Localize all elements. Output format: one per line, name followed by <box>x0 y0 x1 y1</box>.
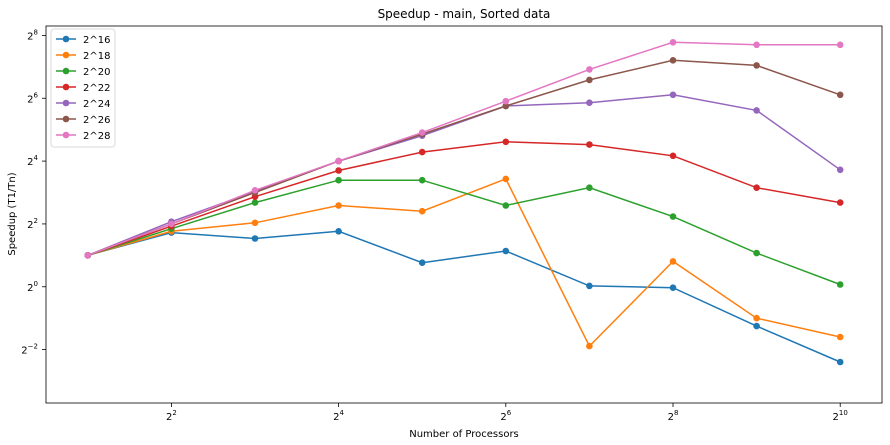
data-point <box>669 284 677 292</box>
data-point <box>251 219 259 227</box>
y-tick-label: 20 <box>27 280 38 294</box>
data-point <box>753 41 760 49</box>
y-tick-label: 28 <box>27 28 38 42</box>
legend-swatch-marker <box>62 83 70 91</box>
data-point <box>586 99 593 106</box>
data-point <box>669 91 677 99</box>
data-point <box>251 235 259 242</box>
series-0 <box>84 228 844 366</box>
series-6 <box>84 39 844 259</box>
data-point <box>836 166 844 174</box>
series-line <box>87 59 841 257</box>
chart-title: Speedup - main, Sorted data <box>378 7 551 21</box>
data-point <box>418 259 426 267</box>
data-point <box>586 282 593 290</box>
data-point <box>251 199 259 206</box>
series-line <box>87 94 841 256</box>
legend-label: 2^18 <box>83 51 110 62</box>
data-point <box>251 187 259 194</box>
data-point <box>502 97 510 105</box>
legend-item: 2^24 <box>56 99 110 110</box>
data-point <box>836 199 844 206</box>
data-point <box>836 91 844 99</box>
legend-swatch-marker <box>62 99 70 107</box>
data-point <box>335 167 342 174</box>
data-point <box>669 57 677 64</box>
legend-label: 2^28 <box>83 131 110 142</box>
series-2 <box>84 176 844 288</box>
legend-label: 2^16 <box>83 35 110 46</box>
series-1 <box>84 175 844 350</box>
data-point <box>586 141 593 148</box>
y-tick-label: 24 <box>27 154 38 168</box>
data-point <box>335 228 342 235</box>
x-axis-label: Number of Processors <box>409 429 519 440</box>
series-line <box>87 177 841 348</box>
x-tick-label: 26 <box>500 409 511 423</box>
data-point <box>836 358 844 366</box>
data-point <box>753 322 760 330</box>
data-point <box>836 333 844 341</box>
plot-frame <box>45 25 883 404</box>
data-point <box>502 247 510 255</box>
data-point <box>586 342 593 350</box>
series-line <box>87 179 841 286</box>
data-point <box>586 184 593 191</box>
data-point <box>502 102 510 110</box>
data-point <box>418 176 426 184</box>
data-point <box>586 66 593 73</box>
data-point <box>502 175 510 183</box>
x-tick-label: 22 <box>166 409 177 423</box>
series-line <box>87 41 841 257</box>
legend: 2^16 2^18 2^20 2^22 2^24 2^26 2^28 <box>50 28 116 148</box>
data-point <box>753 249 760 257</box>
y-tick-label: 22 <box>27 217 38 231</box>
data-point <box>669 213 677 220</box>
data-point <box>335 202 342 209</box>
legend-swatch-marker <box>62 131 70 139</box>
legend-swatch-marker <box>62 51 70 59</box>
data-point <box>753 107 760 114</box>
legend-swatch-marker <box>62 35 70 43</box>
data-point <box>836 281 844 288</box>
y-tick-label: 26 <box>27 91 38 105</box>
data-point <box>418 129 426 136</box>
x-tick-label: 210 <box>833 409 848 423</box>
data-point <box>502 138 510 146</box>
legend-item: 2^22 <box>56 83 110 94</box>
data-point <box>753 314 760 322</box>
legend-item: 2^16 <box>56 35 110 46</box>
legend-label: 2^20 <box>83 67 110 78</box>
data-point <box>669 258 677 265</box>
data-point <box>418 148 426 156</box>
legend-item: 2^20 <box>56 67 110 78</box>
legend-item: 2^28 <box>56 131 110 142</box>
data-point <box>669 39 677 46</box>
data-point <box>335 176 342 184</box>
data-point <box>669 152 677 160</box>
data-point <box>753 62 760 69</box>
legend-label: 2^26 <box>83 115 110 126</box>
data-point <box>836 41 844 49</box>
legend-label: 2^22 <box>83 83 110 94</box>
legend-label: 2^24 <box>83 99 110 110</box>
series-line <box>87 141 841 257</box>
data-point <box>84 252 92 259</box>
data-point <box>502 202 510 209</box>
legend-item: 2^26 <box>56 115 110 126</box>
y-tick-label: 2−2 <box>21 343 38 357</box>
y-axis-label: Speedup (T1/Tn) <box>7 172 18 255</box>
data-point <box>335 157 342 165</box>
data-point <box>586 76 593 84</box>
legend-item: 2^18 <box>56 51 110 62</box>
x-tick-label: 24 <box>333 409 344 423</box>
legend-swatch-marker <box>62 115 70 123</box>
data-point <box>168 220 175 228</box>
x-tick-label: 28 <box>668 409 679 423</box>
data-point <box>418 207 426 215</box>
data-point <box>753 184 760 191</box>
series-line <box>87 230 841 363</box>
legend-swatch-marker <box>62 67 70 75</box>
